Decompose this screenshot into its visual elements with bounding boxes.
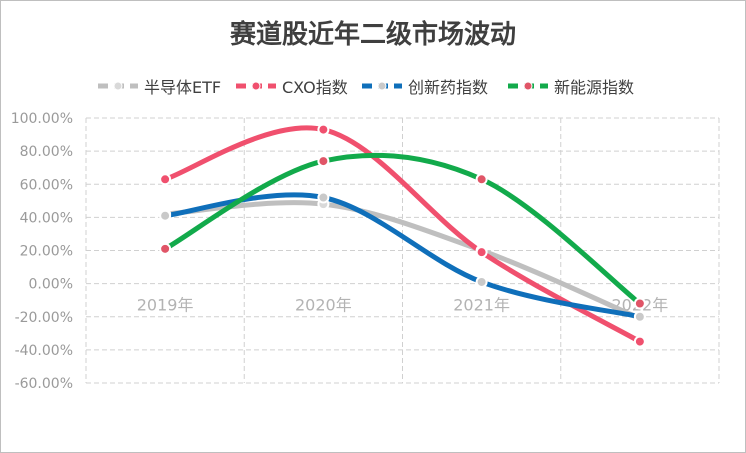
legend-label-new-energy-index: 新能源指数 — [554, 78, 635, 97]
data-point-new-energy-index — [633, 297, 646, 310]
legend-item-semiconductor-etf[interactable]: 半导体ETF — [96, 73, 221, 99]
data-point-cxo-index — [475, 246, 488, 259]
data-point-cxo-index — [633, 335, 646, 348]
y-tick-label: -20.00% — [15, 310, 73, 326]
series-markers — [159, 123, 646, 348]
legend-item-innovative-drug-index[interactable]: 创新药指数 — [360, 73, 488, 99]
legend-item-cxo-index[interactable]: CXO指数 — [234, 73, 348, 99]
legend-swatch-new-energy-index — [508, 81, 548, 91]
data-point-innovative-drug-index — [317, 191, 330, 204]
y-tick-label: 20.00% — [20, 244, 73, 260]
series-line-new-energy-index — [162, 152, 643, 306]
data-point-innovative-drug-index — [159, 209, 172, 222]
series-lines — [162, 125, 643, 345]
plot-grid — [85, 117, 720, 384]
y-tick-label: 60.00% — [20, 177, 73, 193]
data-point-innovative-drug-index — [633, 310, 646, 323]
legend-label-semiconductor-etf: 半导体ETF — [144, 78, 222, 97]
y-tick-label: 40.00% — [20, 210, 73, 226]
y-tick-label: -40.00% — [15, 343, 73, 359]
chart-title: 赛道股近年二级市场波动 — [229, 20, 516, 50]
y-tick-label: 0.00% — [29, 277, 73, 293]
y-tick-label: 100.00% — [11, 111, 73, 127]
x-tick-label: 2021年 — [453, 296, 510, 315]
legend-swatch-semiconductor-etf — [98, 81, 138, 91]
legend-swatch-cxo-index — [236, 81, 276, 91]
legend-label-cxo-index: CXO指数 — [282, 78, 348, 97]
data-point-new-energy-index — [159, 242, 172, 255]
data-point-cxo-index — [159, 173, 172, 186]
legend-swatch-innovative-drug-index — [362, 81, 402, 91]
data-point-new-energy-index — [475, 173, 488, 186]
series-line-semiconductor-etf — [162, 200, 643, 321]
legend-label-innovative-drug-index: 创新药指数 — [408, 78, 489, 97]
chart-legend: 半导体ETF CXO指数 创新药指数 新能源指数 — [96, 73, 696, 99]
x-tick-label: 2019年 — [137, 296, 194, 315]
data-point-cxo-index — [317, 123, 330, 136]
data-point-new-energy-index — [317, 155, 330, 168]
x-tick-label: 2020年 — [295, 296, 352, 315]
legend-item-new-energy-index[interactable]: 新能源指数 — [506, 73, 634, 99]
y-tick-label: 80.00% — [20, 144, 73, 160]
data-point-innovative-drug-index — [475, 275, 488, 288]
y-axis-ticks: 100.00% 80.00% 60.00% 40.00% 20.00% 0.00% -20.… — [11, 111, 73, 392]
x-axis-ticks: 2019年2020年2021年2022年 — [137, 296, 668, 315]
y-tick-label: -60.00% — [15, 376, 73, 392]
